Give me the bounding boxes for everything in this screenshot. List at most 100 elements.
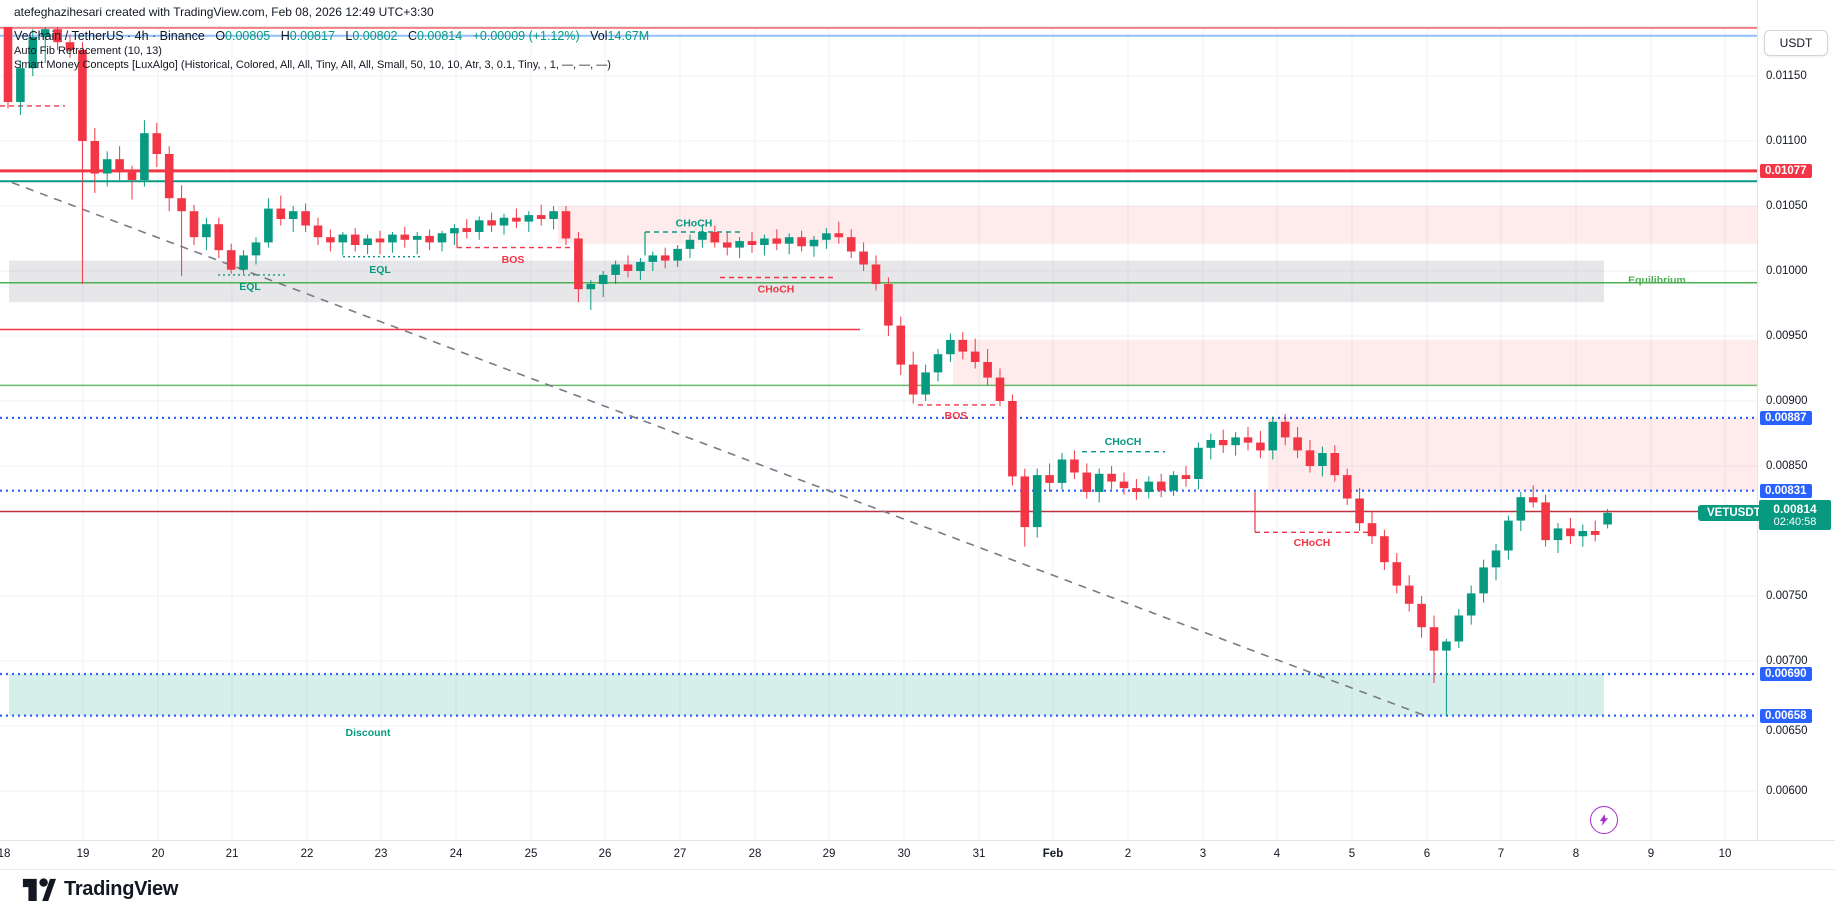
candle xyxy=(1156,473,1166,498)
candle xyxy=(1590,520,1600,542)
candle-body xyxy=(40,29,50,37)
candle-body xyxy=(1578,531,1588,537)
date-tick-label: 5 xyxy=(1348,848,1356,860)
candle xyxy=(226,243,236,274)
candle xyxy=(474,216,484,240)
candle xyxy=(673,245,682,268)
discount-zone xyxy=(9,674,1604,716)
candle-body xyxy=(698,232,707,240)
price-level-label: 0.00690 xyxy=(1760,667,1812,681)
candle xyxy=(623,255,633,278)
price-level-label: 0.00887 xyxy=(1760,410,1812,425)
candle-body xyxy=(1417,603,1426,628)
candle xyxy=(276,195,286,226)
candle-body xyxy=(78,50,87,141)
candle-body xyxy=(65,42,75,50)
candle xyxy=(747,232,757,253)
date-tick-label: 18 xyxy=(0,848,11,860)
candle xyxy=(1454,609,1464,648)
candle xyxy=(425,229,434,251)
candle xyxy=(16,60,25,115)
candle-body xyxy=(574,238,583,290)
candle xyxy=(946,333,955,362)
candle xyxy=(1256,430,1265,459)
price-tick-label: 0.00700 xyxy=(1766,655,1808,667)
high-value: 0.00817 xyxy=(289,29,335,43)
candle-body xyxy=(1429,627,1439,651)
candle-body xyxy=(1516,497,1526,521)
candle-body xyxy=(437,233,447,243)
candle-body xyxy=(933,354,943,373)
candle xyxy=(264,198,273,248)
candle-body xyxy=(276,208,286,219)
candle-body xyxy=(1020,476,1030,528)
candlestick-chart[interactable]: EQL EQL BOS CHoCH CHoCH BOS CHoCH CHoCH Equilibr… xyxy=(0,0,1757,840)
tradingview-logo[interactable]: TradingView xyxy=(22,876,178,902)
candle xyxy=(1169,471,1178,496)
candle-body xyxy=(1132,488,1141,492)
candle-body xyxy=(1070,459,1079,473)
symbol-title[interactable]: VeChain / TetherUS · 4h · Binance xyxy=(14,29,205,43)
candle-body xyxy=(189,211,199,238)
candle xyxy=(1516,492,1526,531)
candle xyxy=(710,225,720,248)
candle xyxy=(574,232,583,303)
candle-body xyxy=(1404,585,1414,604)
candle xyxy=(1429,615,1439,684)
candle xyxy=(908,351,918,404)
candle-body xyxy=(896,325,906,365)
candle xyxy=(1305,440,1315,473)
candle-body xyxy=(90,141,100,174)
date-tick-label: 29 xyxy=(822,848,836,860)
candle-body xyxy=(1541,502,1550,541)
candle-body xyxy=(301,211,310,226)
candle xyxy=(1528,485,1538,508)
candle xyxy=(995,368,1005,407)
lightning-button[interactable] xyxy=(1590,806,1618,834)
candle xyxy=(127,165,137,200)
indicator-smart-money-concepts[interactable]: Smart Money Concepts [LuxAlgo] (Historic… xyxy=(14,59,611,71)
candle-body xyxy=(1107,473,1116,482)
candle-body xyxy=(673,248,682,261)
candle xyxy=(1417,596,1426,638)
candle xyxy=(202,217,211,251)
indicator-auto-fib[interactable]: Auto Fib Retracement (10, 13) xyxy=(14,44,162,57)
lightning-icon xyxy=(1599,814,1609,826)
candle-body xyxy=(140,133,149,180)
candle xyxy=(846,229,856,258)
candle-body xyxy=(970,351,980,362)
price-tick-label: 0.01150 xyxy=(1766,70,1807,82)
chart-legend: VeChain / TetherUS · 4h · Binance O0.008… xyxy=(14,29,649,73)
candle xyxy=(784,233,794,255)
candle-body xyxy=(326,237,335,243)
candle-body xyxy=(350,234,360,245)
symbol-legend-row[interactable]: VeChain / TetherUS · 4h · Binance O0.008… xyxy=(14,29,649,44)
price-axis[interactable]: USDT 0.01150 0.01100 0.01050 0.01000 0.00950… xyxy=(1757,0,1835,869)
candle-body xyxy=(1293,437,1302,451)
candle xyxy=(797,230,806,252)
candle xyxy=(1218,429,1228,453)
candle xyxy=(90,128,100,193)
candle-body xyxy=(487,220,496,226)
candle-body xyxy=(846,237,856,252)
candle-body xyxy=(1156,481,1166,491)
candle xyxy=(1491,544,1501,581)
date-tick-label: 7 xyxy=(1497,848,1505,860)
candle xyxy=(648,251,658,271)
candle-body xyxy=(636,261,645,271)
candle-body xyxy=(53,29,62,43)
candle-body xyxy=(1479,567,1488,594)
time-axis[interactable]: 18 19 20 21 22 23 24 25 26 27 28 29 30 31 Feb 2 3 4 5 6 7 8 9 1… xyxy=(0,840,1835,870)
candle xyxy=(152,122,162,167)
candle-body xyxy=(784,237,794,244)
candle xyxy=(1107,466,1116,490)
candle xyxy=(586,280,596,310)
candle xyxy=(115,146,124,180)
candle-body xyxy=(921,372,930,395)
candle xyxy=(1243,427,1253,451)
candle xyxy=(251,237,261,265)
candle-body xyxy=(474,220,484,232)
currency-toggle-button[interactable]: USDT xyxy=(1764,30,1828,56)
candle xyxy=(1355,488,1364,531)
candle xyxy=(1293,427,1302,459)
